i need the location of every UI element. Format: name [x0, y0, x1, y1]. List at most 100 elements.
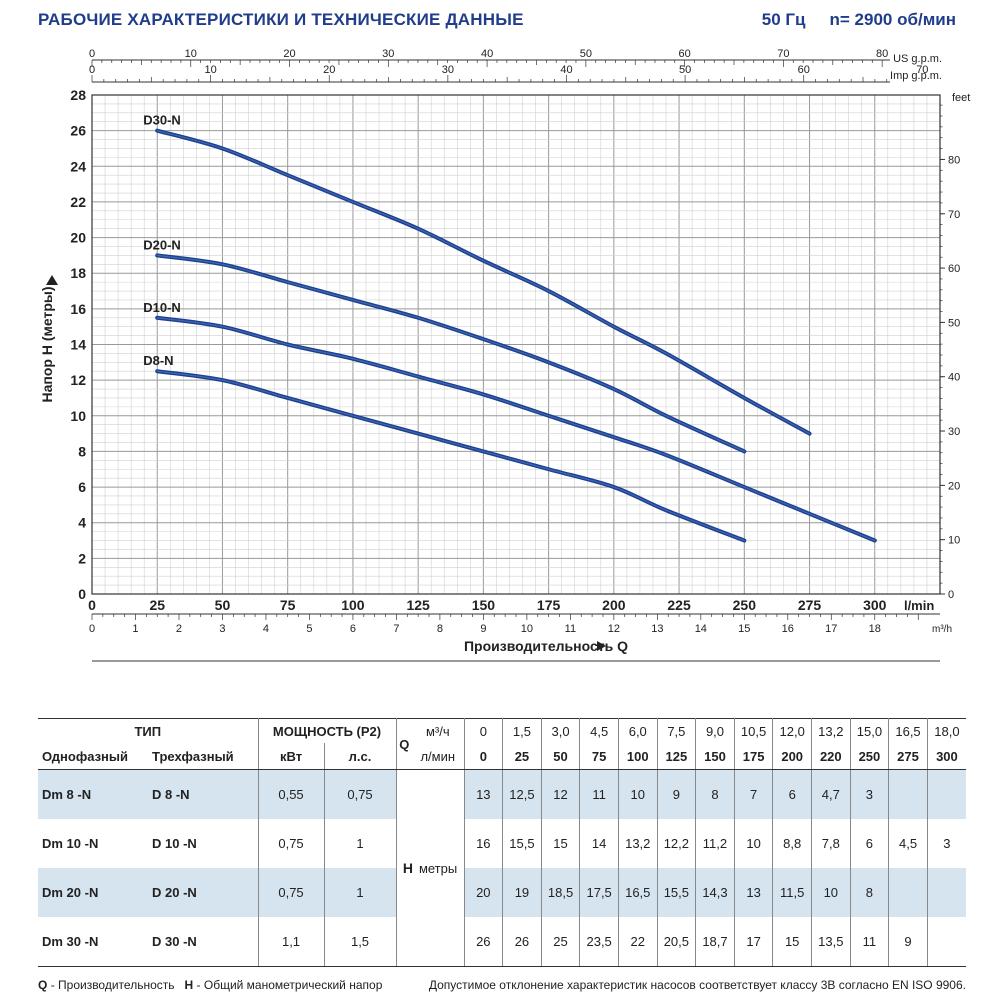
- series-label-d20-n: D20-N: [143, 237, 181, 252]
- m3h-tick-label: 7: [393, 623, 399, 635]
- footer-h-key: H: [184, 978, 194, 992]
- head-value: 6: [772, 769, 812, 819]
- three-phase-model: D 8 -N: [148, 769, 259, 819]
- head-value: 25: [541, 917, 581, 967]
- y-tick-label: 20: [70, 230, 86, 246]
- head-value: 8,8: [772, 819, 812, 868]
- head-value: 13: [464, 769, 504, 819]
- x-tick-label: 25: [149, 597, 165, 613]
- qlmin-3: 75: [579, 743, 619, 770]
- head-value: 16: [464, 819, 504, 868]
- y-tick-label: 6: [78, 479, 86, 495]
- frequency-speed: 50 Гц n= 2900 об/мин: [738, 10, 956, 30]
- imp-gpm-tick-label: 10: [204, 64, 216, 76]
- qm3h-8: 12,0: [772, 718, 812, 743]
- power-hp: 1: [324, 868, 397, 917]
- kw-header: кВт: [258, 743, 325, 770]
- m3h-tick-label: 13: [651, 623, 663, 635]
- three-phase-model: D 10 -N: [148, 819, 259, 868]
- footer-q-key: Q: [38, 978, 48, 992]
- qm3h-4: 6,0: [618, 718, 658, 743]
- head-value: 10: [734, 819, 774, 868]
- x-tick-label: 200: [602, 597, 626, 613]
- head-value: 7,8: [811, 819, 851, 868]
- head-value: 13,2: [618, 819, 658, 868]
- single-phase-model: Dm 30 -N: [38, 917, 148, 967]
- x-tick-label: 125: [406, 597, 430, 613]
- us-gpm-unit-label: US g.p.m.: [893, 53, 942, 65]
- type-header: ТИП: [38, 718, 259, 743]
- power-hp: 1: [324, 819, 397, 868]
- power-kw: 1,1: [258, 917, 325, 967]
- qlmin-11: 275: [888, 743, 928, 770]
- power-header: МОЩНОСТЬ (P2): [258, 718, 397, 743]
- head-value: [927, 868, 966, 917]
- x-tick-label: 225: [667, 597, 691, 613]
- feet-tick-label: 10: [948, 535, 960, 547]
- us-gpm-tick-label: 80: [876, 48, 888, 60]
- frequency-label: 50 Гц: [761, 10, 806, 29]
- head-value: 8: [695, 769, 735, 819]
- speed-label: n= 2900 об/мин: [829, 10, 956, 29]
- m3h-tick-label: 8: [437, 623, 443, 635]
- head-value: 9: [888, 917, 928, 967]
- qm3h-12: 18,0: [927, 718, 966, 743]
- hp-header: л.с.: [324, 743, 397, 770]
- m3h-tick-label: 17: [825, 623, 837, 635]
- m3h-tick-label: 9: [480, 623, 486, 635]
- qlmin-0: 0: [464, 743, 504, 770]
- head-value: 15: [772, 917, 812, 967]
- feet-unit-label: feet: [952, 92, 970, 104]
- y-tick-label: 12: [70, 372, 86, 388]
- feet-tick-label: 80: [948, 154, 960, 166]
- qlmin-5: 125: [657, 743, 697, 770]
- m3h-tick-label: 15: [738, 623, 750, 635]
- performance-table: ТИП МОЩНОСТЬ (P2) Q м³/ч 0 1,5 3,0 4,5 6…: [38, 718, 966, 967]
- feet-tick-label: 40: [948, 372, 960, 384]
- three-phase-model: D 30 -N: [148, 917, 259, 967]
- y-tick-label: 22: [70, 194, 86, 210]
- qlmin-10: 250: [850, 743, 890, 770]
- head-value: [927, 769, 966, 819]
- y-tick-label: 2: [78, 550, 86, 566]
- qm3h-9: 13,2: [811, 718, 851, 743]
- x-tick-label: 75: [280, 597, 296, 613]
- head-value: 3: [943, 836, 951, 851]
- feet-tick-label: 0: [948, 589, 954, 601]
- m3h-tick-label: 5: [306, 623, 312, 635]
- head-value: 23,5: [579, 917, 619, 967]
- qm3h-1: 1,5: [502, 718, 542, 743]
- us-gpm-tick-label: 70: [777, 48, 789, 60]
- qlmin-12: 300: [927, 743, 966, 770]
- qm3h-6: 9,0: [695, 718, 735, 743]
- power-hp: 1,5: [324, 917, 397, 967]
- head-value: 26: [502, 917, 542, 967]
- qm3h-2: 3,0: [541, 718, 581, 743]
- head-value: 14,3: [695, 868, 735, 917]
- imp-gpm-tick-label: 50: [679, 64, 691, 76]
- us-gpm-tick-label: 30: [382, 48, 394, 60]
- head-value: 11: [850, 917, 890, 967]
- series-line-d8-n: [155, 369, 747, 543]
- x-tick-label: 250: [733, 597, 757, 613]
- qm3h-10: 15,0: [850, 718, 890, 743]
- three-phase-header: Трехфазный: [148, 743, 259, 770]
- table-row: Dm 30 -N D 30 -N 1,1 1,5 26 26 25 23,5 22 20,5 18,…: [38, 917, 966, 967]
- qm3h-0: 0: [464, 718, 504, 743]
- head-value: 16,5: [618, 868, 658, 917]
- h-unit: метры: [418, 861, 458, 876]
- head-value: 8: [850, 868, 890, 917]
- single-phase-model: Dm 8 -N: [38, 769, 148, 819]
- qm3h-11: 16,5: [888, 718, 928, 743]
- x-tick-label: 275: [798, 597, 822, 613]
- us-gpm-tick-label: 60: [678, 48, 690, 60]
- head-value: 15,5: [657, 868, 697, 917]
- power-kw: 0,75: [258, 819, 325, 868]
- imp-gpm-tick-label: 20: [323, 64, 335, 76]
- x-tick-label: 100: [341, 597, 365, 613]
- head-value: 10: [811, 868, 851, 917]
- series-highlight-d10-n: [156, 317, 876, 542]
- feet-tick-label: 70: [948, 209, 960, 221]
